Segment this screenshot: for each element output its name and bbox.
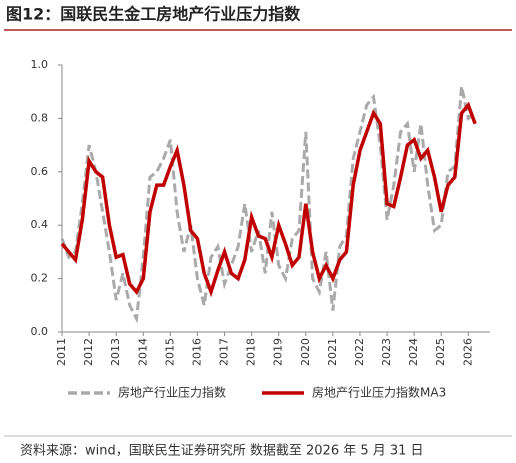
source: 资料来源：wind，国联民生证券研究所 数据截至 2026 年 5 月 31 日 <box>20 443 424 459</box>
y-tick-label: 0.8 <box>31 111 49 124</box>
x-tick-label: 2014 <box>136 338 149 366</box>
x-tick-label: 2020 <box>299 338 312 366</box>
y-tick-label: 1.0 <box>31 58 49 71</box>
chart-title: 图12：国联民生金工房地产行业压力指数 <box>6 5 301 24</box>
x-tick-label: 2023 <box>380 338 393 366</box>
x-tick-label: 2025 <box>434 338 447 366</box>
legend-label: 房地产行业压力指数 <box>118 385 226 400</box>
x-tick-label: 2017 <box>218 338 231 366</box>
x-tick-label: 2015 <box>163 338 176 366</box>
y-tick-label: 0.6 <box>31 165 49 178</box>
x-tick-label: 2018 <box>245 338 258 366</box>
legend-label: 房地产行业压力指数MA3 <box>312 385 446 400</box>
x-tick-label: 2019 <box>272 338 285 366</box>
series-line <box>60 101 477 298</box>
x-tick-label: 2011 <box>55 338 68 366</box>
y-tick-label: 0.0 <box>31 325 49 338</box>
series-line <box>60 86 477 324</box>
x-tick-label: 2021 <box>326 338 339 366</box>
x-tick-label: 2016 <box>190 338 203 366</box>
y-tick-label: 0.4 <box>31 218 49 231</box>
y-tick-label: 0.2 <box>31 272 49 285</box>
x-tick-label: 2024 <box>407 338 420 366</box>
x-tick-label: 2013 <box>109 338 122 366</box>
x-tick-label: 2022 <box>353 338 366 366</box>
x-tick-label: 2012 <box>82 338 95 366</box>
x-tick-label: 2026 <box>461 338 474 366</box>
